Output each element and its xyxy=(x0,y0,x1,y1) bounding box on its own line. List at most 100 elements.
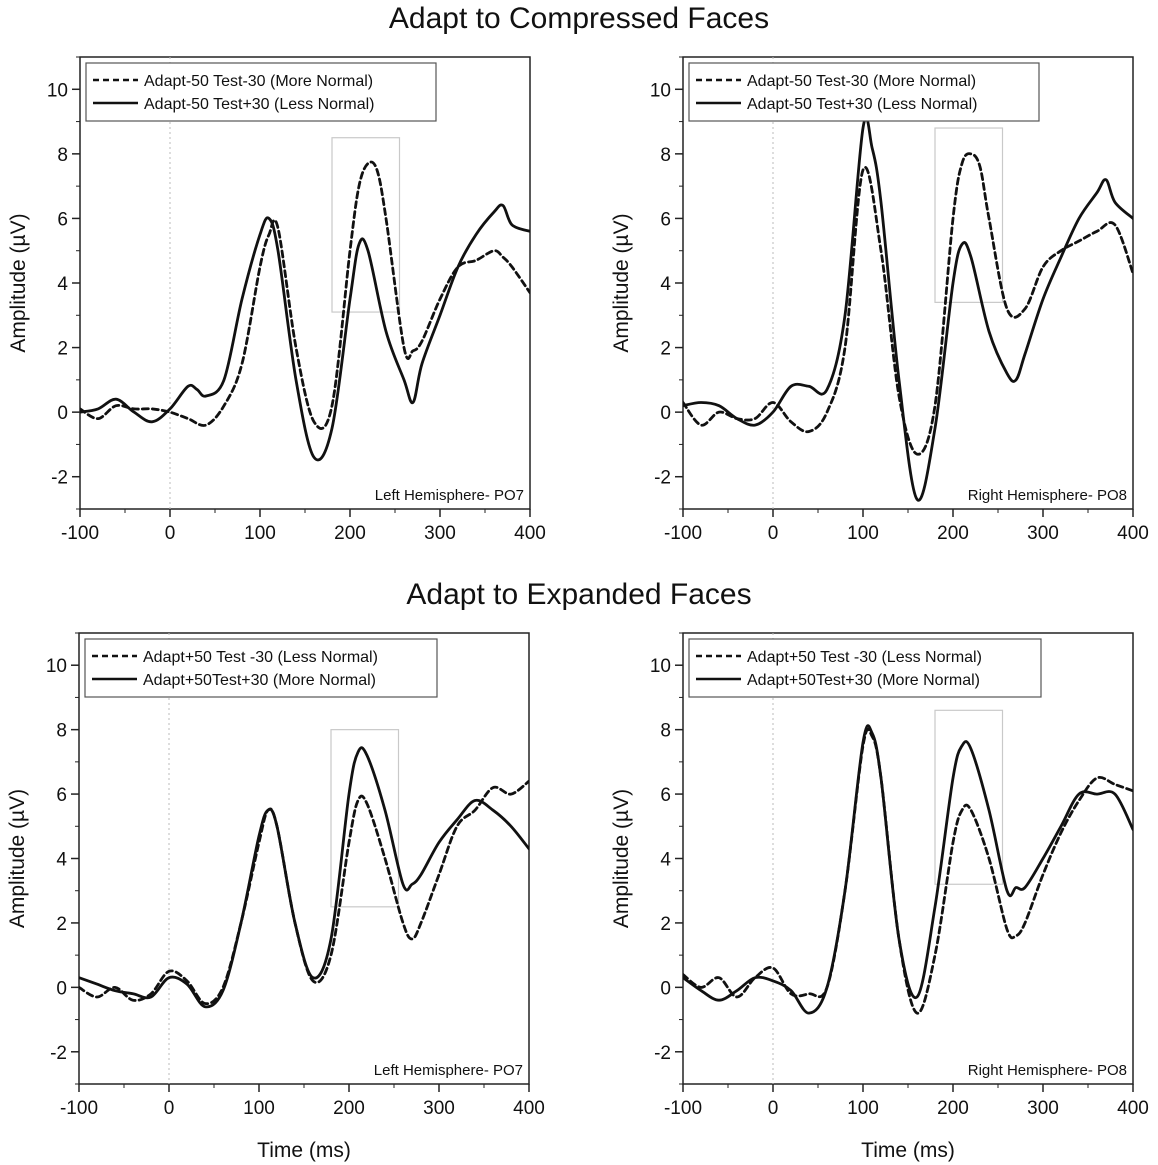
analysis-window-box xyxy=(331,137,401,313)
series-line-solid xyxy=(79,746,529,1009)
x-tick-label: -100 xyxy=(664,1098,702,1119)
y-tick-label: 2 xyxy=(660,914,671,935)
y-tick-label: 8 xyxy=(57,145,68,166)
x-tick-label: 100 xyxy=(847,1098,879,1119)
y-tick-label: 4 xyxy=(56,850,67,871)
x-tick-label: -100 xyxy=(60,1098,98,1119)
x-tick-label: 0 xyxy=(164,1098,175,1119)
section-title-compressed: Adapt to Compressed Faces xyxy=(388,2,770,35)
x-axis-title: Time (ms) xyxy=(861,1139,955,1162)
erp-panel: -2 0 2 4 6 8 10 -100 0 100 200 300 400 Amplitude (µV)… xyxy=(610,56,1149,544)
x-tick-label: 400 xyxy=(1117,523,1149,544)
x-tick-label: 0 xyxy=(768,523,779,544)
x-tick-label: 400 xyxy=(1117,1098,1149,1119)
y-tick-label: 2 xyxy=(660,339,671,360)
analysis-window-box xyxy=(934,709,1004,885)
legend-entry: Adapt+50Test+30 (More Normal) xyxy=(143,672,376,689)
series-line-solid xyxy=(80,203,530,462)
x-tick-label: 300 xyxy=(424,523,456,544)
legend-entry: Adapt-50 Test-30 (More Normal) xyxy=(747,73,976,90)
x-tick-label: 100 xyxy=(243,1098,275,1119)
series-line-dashed xyxy=(683,152,1133,456)
legend: Adapt-50 Test-30 (More Normal) Adapt-50 T… xyxy=(688,62,1040,122)
y-axis-title: Amplitude (µV) xyxy=(610,213,633,352)
y-tick-label: 0 xyxy=(56,978,67,999)
y-tick-label: 10 xyxy=(650,656,671,677)
y-tick-label: 10 xyxy=(46,656,67,677)
x-tick-label: 0 xyxy=(768,1098,779,1119)
legend-box xyxy=(84,638,438,698)
y-tick-label: 6 xyxy=(660,785,671,806)
legend-box xyxy=(688,638,1042,698)
plot-frame xyxy=(682,632,1134,1085)
series-line-dashed xyxy=(683,727,1133,1015)
analysis-window-box xyxy=(330,729,400,908)
y-tick-label: -2 xyxy=(50,1043,67,1064)
legend-entry: Adapt-50 Test+30 (Less Normal) xyxy=(747,96,977,113)
legend: Adapt+50 Test -30 (Less Normal) Adapt+50T… xyxy=(688,638,1042,698)
y-axis-title: Amplitude (µV) xyxy=(6,789,29,928)
y-tick-label: 0 xyxy=(660,978,671,999)
y-tick-label: -2 xyxy=(654,468,671,489)
x-tick-label: 400 xyxy=(514,523,546,544)
y-tick-label: 0 xyxy=(660,403,671,424)
x-tick-label: 200 xyxy=(937,1098,969,1119)
y-tick-label: -2 xyxy=(654,1043,671,1064)
legend-entry: Adapt+50Test+30 (More Normal) xyxy=(747,672,980,689)
y-tick-label: 0 xyxy=(57,403,68,424)
y-tick-label: 8 xyxy=(660,721,671,742)
region-label: Left Hemisphere- PO7 xyxy=(375,487,524,504)
legend-box xyxy=(688,62,1040,122)
x-tick-label: 200 xyxy=(333,1098,365,1119)
x-tick-label: 0 xyxy=(165,523,176,544)
series-line-solid xyxy=(683,116,1133,502)
series-line-dashed xyxy=(79,779,529,1006)
y-tick-label: 2 xyxy=(56,914,67,935)
x-tick-label: 100 xyxy=(847,523,879,544)
y-axis-title: Amplitude (µV) xyxy=(610,789,633,928)
legend: Adapt+50 Test -30 (Less Normal) Adapt+50T… xyxy=(84,638,438,698)
legend-entry: Adapt-50 Test-30 (More Normal) xyxy=(144,73,373,90)
y-tick-label: 6 xyxy=(660,209,671,230)
section-title-expanded: Adapt to Expanded Faces xyxy=(406,578,752,611)
series-line-solid xyxy=(683,724,1133,1015)
x-tick-label: 100 xyxy=(244,523,276,544)
plot-frame xyxy=(78,632,530,1085)
y-tick-label: 8 xyxy=(56,721,67,742)
region-label: Right Hemisphere- PO8 xyxy=(968,487,1127,504)
legend-entry: Adapt+50 Test -30 (Less Normal) xyxy=(143,649,378,666)
legend: Adapt-50 Test-30 (More Normal) Adapt-50 T… xyxy=(85,62,437,122)
legend-entry: Adapt+50 Test -30 (Less Normal) xyxy=(747,649,982,666)
y-tick-label: 4 xyxy=(660,274,671,295)
x-tick-label: 400 xyxy=(513,1098,545,1119)
y-tick-label: -2 xyxy=(51,468,68,489)
erp-panel: -2 0 2 4 6 8 10 -100 0 100 200 300 400 Amplitude (µV)… xyxy=(7,56,546,544)
region-label: Right Hemisphere- PO8 xyxy=(968,1062,1127,1079)
x-tick-label: -100 xyxy=(61,523,99,544)
y-tick-label: 10 xyxy=(650,80,671,101)
y-tick-label: 6 xyxy=(57,209,68,230)
y-tick-label: 4 xyxy=(57,274,68,295)
series-line-dashed xyxy=(80,160,530,430)
y-axis-title: Amplitude (µV) xyxy=(7,213,30,352)
plot-frame xyxy=(682,56,1134,510)
erp-panel: -2 0 2 4 6 8 10 -100 0 100 200 300 400 Amplitude (µV)… xyxy=(6,632,545,1162)
erp-panel: -2 0 2 4 6 8 10 -100 0 100 200 300 400 Amplitude (µV)… xyxy=(610,632,1149,1162)
y-tick-label: 6 xyxy=(56,785,67,806)
x-axis-title: Time (ms) xyxy=(257,1139,351,1162)
x-tick-label: -100 xyxy=(664,523,702,544)
x-tick-label: 300 xyxy=(1027,1098,1059,1119)
x-tick-label: 200 xyxy=(334,523,366,544)
plot-frame xyxy=(79,56,531,510)
x-tick-label: 200 xyxy=(937,523,969,544)
analysis-window-box xyxy=(934,127,1004,303)
x-tick-label: 300 xyxy=(423,1098,455,1119)
legend-entry: Adapt-50 Test+30 (Less Normal) xyxy=(144,96,374,113)
region-label: Left Hemisphere- PO7 xyxy=(374,1062,523,1079)
y-tick-label: 8 xyxy=(660,145,671,166)
y-tick-label: 4 xyxy=(660,850,671,871)
x-tick-label: 300 xyxy=(1027,523,1059,544)
y-tick-label: 2 xyxy=(57,339,68,360)
y-tick-label: 10 xyxy=(47,80,68,101)
